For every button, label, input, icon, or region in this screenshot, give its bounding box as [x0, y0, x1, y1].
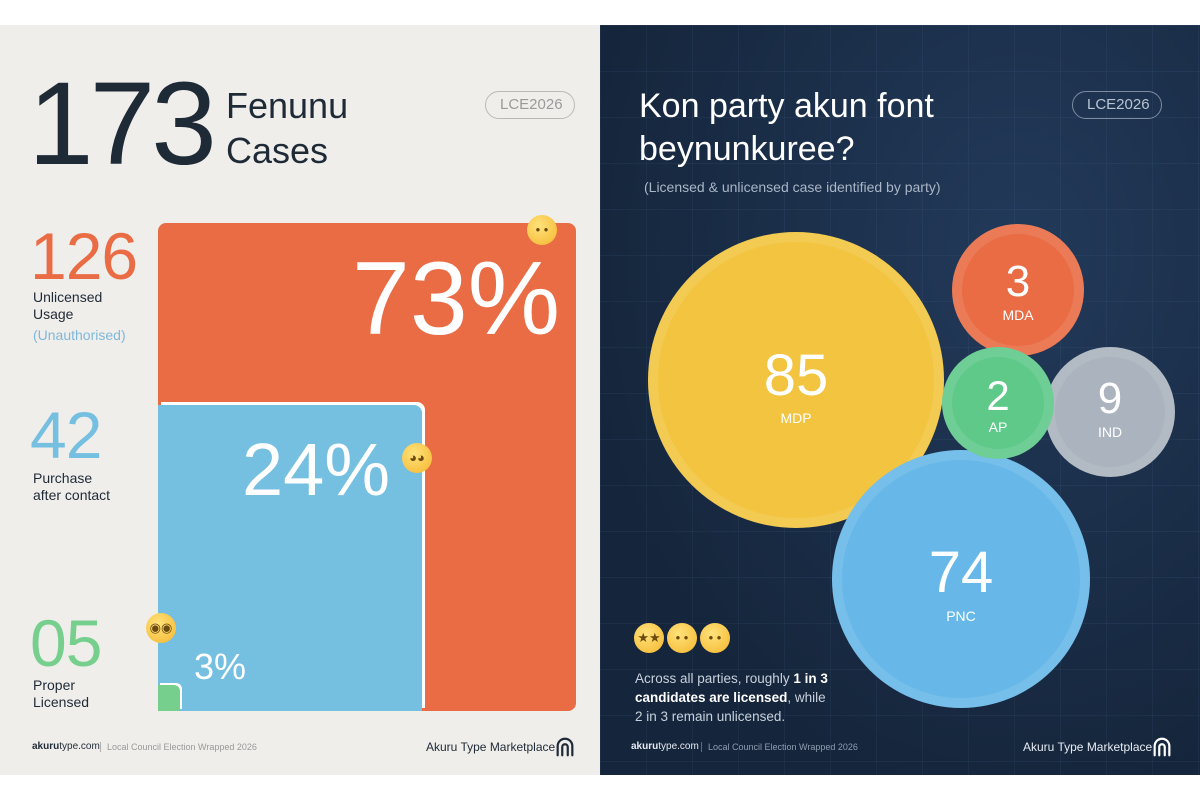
lce-badge: LCE2026: [485, 91, 575, 119]
bubble-pnc-value: 74: [928, 540, 994, 605]
bubble-pnc: 74 PNC: [832, 450, 1090, 708]
bubble-mdp-label: MDP: [780, 410, 812, 426]
unlicensed-percent: 73%: [352, 241, 561, 357]
footer-brand: Akuru Type Marketplace: [1023, 740, 1153, 754]
footer-divider: [701, 742, 702, 752]
bubble-mda: 3 MDA: [952, 224, 1084, 356]
bubble-pnc-label: PNC: [946, 608, 976, 624]
party-chart-subtitle: (Licensed & unlicensed case identified b…: [644, 179, 941, 195]
bubble-mda-label: MDA: [1002, 307, 1034, 323]
licensed-percent: 3%: [194, 646, 247, 687]
confused-face-icon: • •: [700, 623, 730, 653]
summary-note: Across all parties, roughly 1 in 3 candi…: [635, 671, 828, 724]
purchase-percent: 24%: [242, 428, 391, 511]
footer-url[interactable]: akurutype.com: [32, 741, 100, 752]
purchase-count: 42: [30, 398, 102, 472]
footer-brand: Akuru Type Marketplace: [426, 740, 556, 754]
footer-tagline: Local Council Election Wrapped 2026: [107, 742, 257, 752]
pleading-face-icon: ◉◉: [146, 613, 176, 643]
confused-face-icon: • •: [667, 623, 697, 653]
star-struck-icon: ★★: [634, 623, 664, 653]
purchase-block: [158, 405, 422, 711]
akuru-logo-icon: [1153, 737, 1171, 757]
footer-divider: [100, 742, 101, 752]
unlicensed-count: 126: [30, 219, 138, 293]
bubble-ind-value: 9: [1097, 374, 1123, 423]
licensed-count: 05: [30, 606, 102, 680]
bubble-mda-value: 3: [1005, 257, 1031, 306]
licensed-label: Proper Licensed: [33, 677, 90, 710]
footer-tagline: Local Council Election Wrapped 2026: [708, 742, 858, 752]
bubble-ind: 9 IND: [1045, 347, 1175, 477]
party-chart-title: Kon party akun font beynunkuree?: [639, 87, 934, 168]
bubble-ind-label: IND: [1097, 424, 1123, 440]
unlicensed-label: Unlicensed Usage: [33, 289, 103, 322]
licensed-block: [158, 685, 180, 711]
right-panel: Kon party akun font beynunkuree? LCE2026…: [600, 25, 1200, 775]
face-peeking-icon: ◕◕: [402, 443, 432, 473]
lce-badge-dark: LCE2026: [1072, 91, 1162, 119]
purchase-label: Purchase after contact: [33, 470, 111, 503]
unlicensed-sublabel: (Unauthorised): [33, 327, 126, 343]
akuru-logo-icon: [556, 737, 574, 757]
left-panel: 173 Fenunu Cases LCE2026 126 Unlicensed …: [0, 25, 600, 775]
total-cases-label: Fenunu Cases: [226, 85, 349, 171]
bubble-mdp-value: 85: [763, 343, 829, 408]
footer-url[interactable]: akurutype.com: [631, 741, 699, 752]
bubble-ap: 2 AP: [942, 347, 1054, 459]
bubble-ap-value: 2: [986, 372, 1010, 419]
bubble-ap-label: AP: [988, 419, 1008, 435]
neutral-face-icon: • •: [527, 215, 557, 245]
total-cases-number: 173: [28, 58, 217, 190]
